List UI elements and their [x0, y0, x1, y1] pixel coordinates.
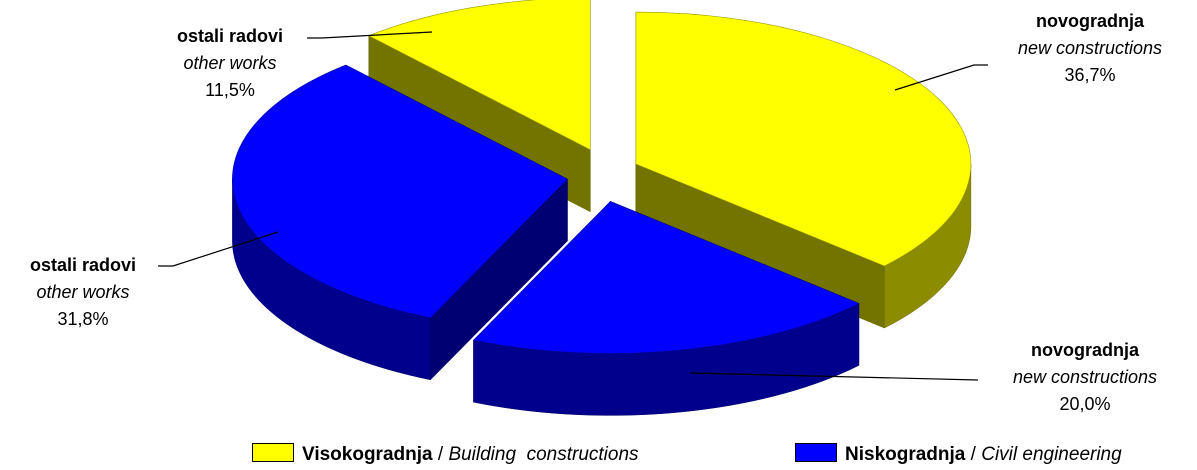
slice-2-label-en: other works — [36, 282, 130, 302]
slice-3-percent: 11,5% — [205, 80, 255, 100]
legend-item-visokogradnja: Visokogradnja / Building constructions — [252, 443, 639, 470]
legend-name-visokogradnja: Visokogradnja — [302, 444, 433, 465]
label-slice-3: ostali radovi other works 11,5% — [155, 23, 305, 104]
slice-2-label: ostali radovi — [29, 255, 137, 275]
leader-line-0 — [894, 64, 988, 91]
slice-3-label: ostali radovi — [176, 26, 284, 46]
slice-0-label: novogradnja — [1035, 11, 1144, 31]
leader-line-2 — [158, 231, 279, 267]
slice-0-label-en: new constructions — [1017, 38, 1163, 58]
legend-item-niskogradnja: Niskogradnja / Civil engineering — [795, 443, 1122, 470]
label-slice-1: novogradnja new constructions 20,0% — [985, 337, 1185, 418]
slice-1-label: novogradnja — [1030, 340, 1139, 360]
legend-swatch-niskogradnja — [795, 443, 837, 462]
legend-name-en-niskogradnja: Civil engineering — [981, 444, 1122, 465]
legend-swatch-visokogradnja — [252, 443, 294, 462]
leader-line-3 — [307, 31, 433, 39]
slice-1-label-en: new constructions — [1012, 367, 1158, 387]
leader-line-1 — [689, 372, 979, 381]
label-slice-2: ostali radovi other works 31,8% — [8, 252, 158, 333]
slice-2-percent: 31,8% — [57, 309, 109, 329]
slice-3-label-en: other works — [183, 53, 277, 73]
legend-name-niskogradnja: Niskogradnja — [845, 444, 966, 465]
label-slice-0: novogradnja new constructions 36,7% — [995, 8, 1185, 89]
slice-1-percent: 20,0% — [1059, 394, 1111, 414]
slice-1 — [472, 201, 860, 354]
legend-name-en-visokogradnja: Building constructions — [448, 444, 639, 465]
slice-2 — [232, 64, 568, 319]
slice-0 — [635, 11, 972, 267]
legend-sep-visokogradnja: / — [437, 444, 444, 465]
slice-0-percent: 36,7% — [1064, 65, 1116, 85]
legend-sep-niskogradnja: / — [970, 444, 976, 465]
slice-3 — [368, 0, 591, 151]
